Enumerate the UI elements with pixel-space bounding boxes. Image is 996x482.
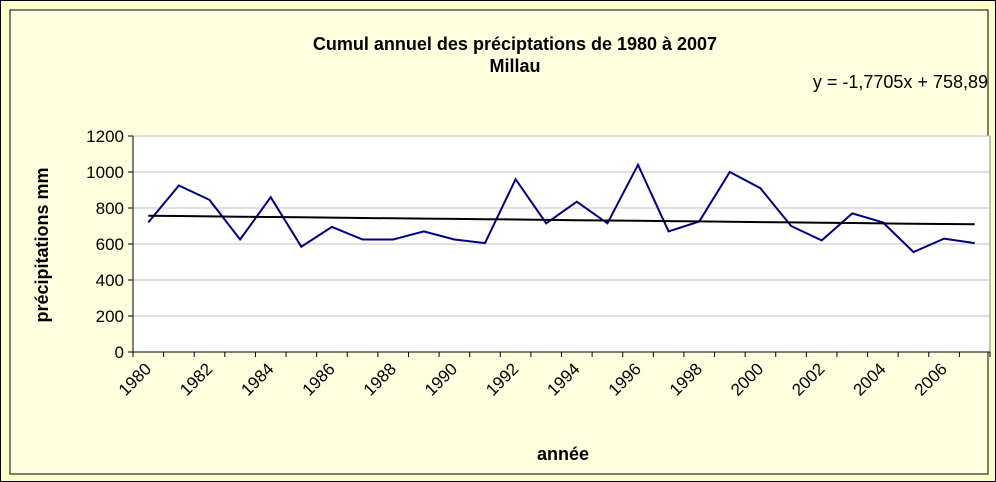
trend-equation: y = -1,7705x + 758,89 — [813, 72, 988, 92]
x-axis-label: année — [537, 444, 589, 464]
y-tick-label: 400 — [96, 271, 124, 290]
y-tick-label: 600 — [96, 235, 124, 254]
y-tick-label: 200 — [96, 307, 124, 326]
y-tick-label: 1000 — [86, 163, 124, 182]
trend-line — [148, 214, 975, 226]
chart-subtitle: Millau — [489, 56, 540, 76]
y-axis-label: précipitations mm — [32, 167, 52, 322]
data-line — [147, 162, 975, 254]
y-tick-label: 1200 — [86, 127, 124, 146]
y-tick-label: 0 — [115, 343, 124, 362]
chart-title: Cumul annuel des préciptations de 1980 à… — [313, 34, 717, 54]
y-tick-label: 800 — [96, 199, 124, 218]
